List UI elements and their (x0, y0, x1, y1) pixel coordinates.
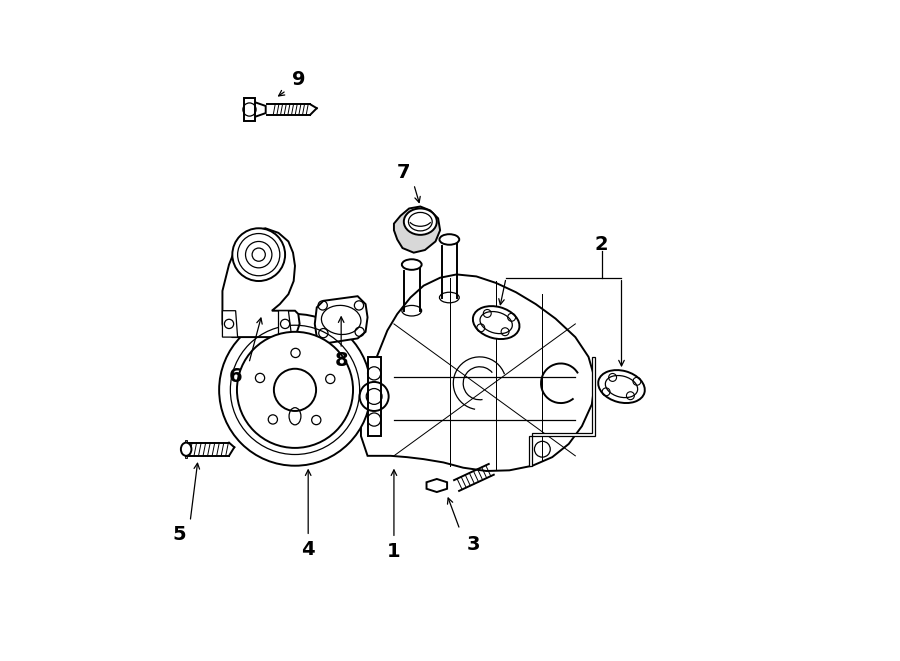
Text: 3: 3 (466, 535, 480, 555)
Polygon shape (244, 98, 256, 122)
Text: 4: 4 (302, 540, 315, 559)
Text: 6: 6 (229, 367, 242, 386)
Ellipse shape (439, 234, 459, 245)
Ellipse shape (598, 370, 644, 403)
Polygon shape (222, 228, 300, 337)
Polygon shape (529, 357, 595, 466)
Text: 7: 7 (397, 163, 410, 182)
Polygon shape (245, 102, 266, 116)
Text: 5: 5 (173, 525, 186, 545)
Polygon shape (427, 479, 447, 492)
Polygon shape (315, 296, 367, 344)
Ellipse shape (472, 306, 519, 339)
Polygon shape (222, 311, 238, 337)
Ellipse shape (401, 259, 421, 270)
Polygon shape (367, 357, 381, 436)
Ellipse shape (404, 208, 436, 235)
Circle shape (219, 314, 371, 466)
Text: 9: 9 (292, 70, 305, 89)
Circle shape (232, 228, 285, 281)
Polygon shape (278, 311, 292, 337)
Text: 8: 8 (335, 351, 348, 369)
Text: 1: 1 (387, 542, 400, 561)
Text: 2: 2 (595, 235, 608, 254)
Polygon shape (361, 274, 595, 471)
Circle shape (237, 332, 353, 448)
Ellipse shape (181, 443, 192, 456)
Polygon shape (394, 206, 440, 253)
